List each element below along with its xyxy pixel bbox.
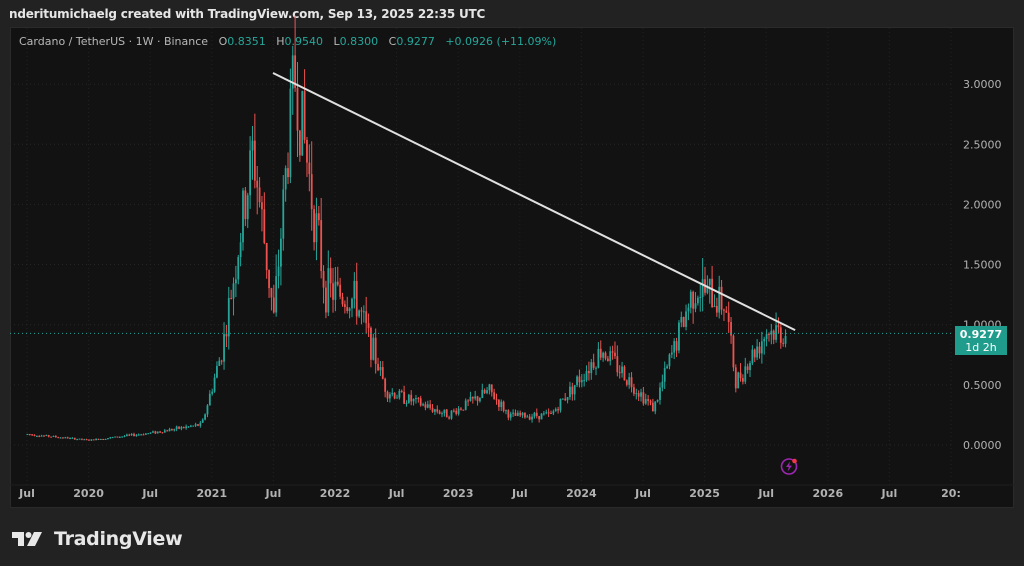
price-axis-label: 0.5000 [963,379,1002,392]
time-axis-label: Jul [881,487,898,500]
tradingview-logo[interactable]: TradingView [12,528,183,550]
symbol-legend: Cardano / TetherUS · 1W · Binance O0.835… [19,35,556,48]
time-axis-label: 2023 [443,487,474,500]
time-axis-label: 20: [941,487,961,500]
candles [26,15,787,441]
time-axis-label: Jul [634,487,651,500]
chart-grid [10,28,953,485]
lightning-bolt-alert-icon[interactable] [780,457,798,475]
time-axis-label: 2026 [812,487,843,500]
bar-countdown: 1d 2h [965,341,997,354]
time-axis-label: 2025 [689,487,720,500]
low-value: 0.8300 [339,35,379,48]
time-axis-label: Jul [18,487,35,500]
price-axis-label: 1.5000 [963,259,1002,272]
price-axis-label: 2.0000 [963,198,1002,211]
time-axis-label: Jul [388,487,405,500]
chart-credit: nderitumichaelg created with TradingView… [9,7,486,21]
change-value: +0.0926 (+11.09%) [445,35,557,48]
high-label: H [276,35,285,48]
last-price-tag: 0.9277 1d 2h [955,326,1007,355]
open-value: 0.8351 [227,35,266,48]
open-label: O [218,35,228,48]
time-axis-label: 2022 [320,487,351,500]
time-axis-label: 2020 [73,487,104,500]
price-axis[interactable]: 3.00002.50002.00001.50001.00000.50000.00… [963,78,1002,452]
logo-wordmark: TradingView [54,528,183,550]
high-value: 0.9540 [284,35,324,48]
last-price-value: 0.9277 [959,328,1003,341]
symbol-info: Cardano / TetherUS · 1W · Binance [19,35,209,48]
tradingview-logo-icon [12,532,42,546]
low-label: L [333,35,340,48]
trendline-drawing[interactable] [272,72,796,332]
close-label: C [388,35,397,48]
close-value: 0.9277 [396,35,435,48]
time-axis-label: 2024 [566,487,597,500]
time-axis-label: Jul [265,487,282,500]
time-axis-label: Jul [141,487,158,500]
price-axis-label: 3.0000 [963,78,1002,91]
time-axis-label: Jul [511,487,528,500]
price-axis-label: 0.0000 [963,439,1002,452]
time-axis-label: 2021 [196,487,227,500]
time-axis-label: Jul [757,487,774,500]
time-axis[interactable]: Jul 2020 Jul 2021 Jul 2022 Jul 2023 Jul 2024 Jul 20… [18,487,961,500]
price-axis-label: 2.5000 [963,138,1002,151]
